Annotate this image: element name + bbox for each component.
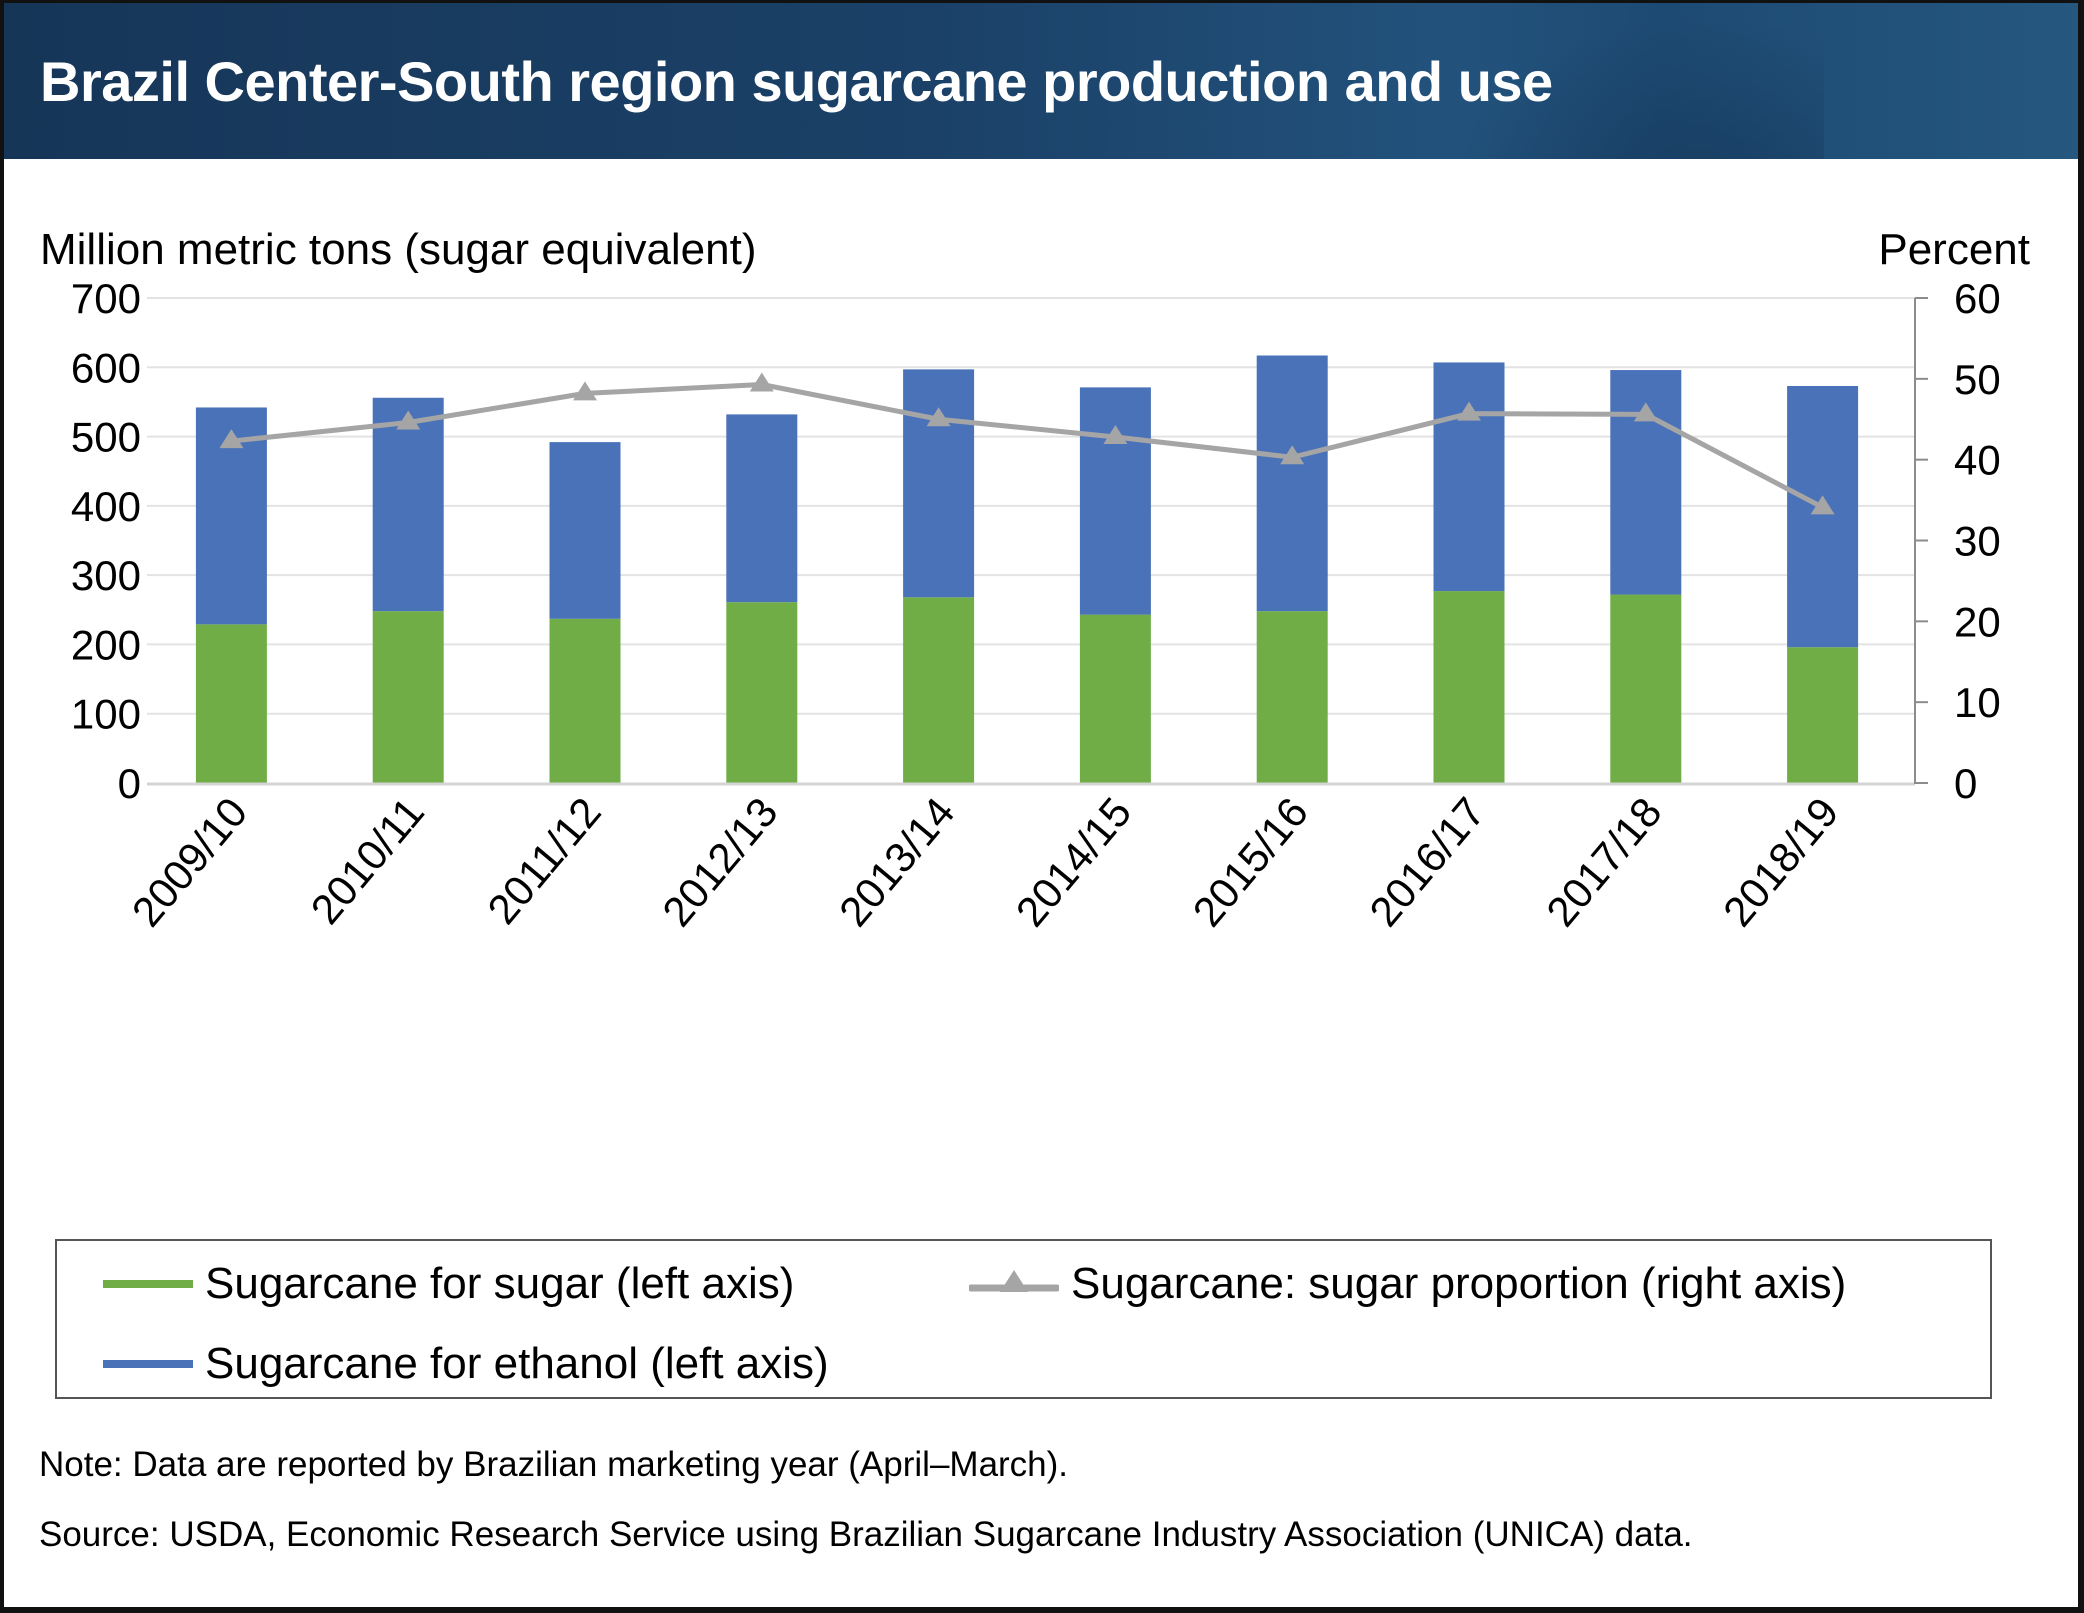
right-tick-label: 30 (1954, 518, 2001, 565)
chart-frame: Brazil Center-South region sugarcane pro… (4, 3, 2078, 1607)
chart-plot: 0 100 200 300 400 500 600 700 0 10 20 30 40 50 60 2009/… (71, 275, 2001, 935)
x-tick-label: 2012/13 (653, 789, 787, 936)
x-tick-label: 2010/11 (302, 789, 434, 933)
bar-ethanol (726, 414, 798, 603)
banner-decoration (1424, 3, 1824, 159)
x-tick-label: 2014/15 (1007, 789, 1141, 936)
legend-label-proportion: Sugarcane: sugar proportion (right axis) (1071, 1259, 1847, 1308)
legend-item-proportion: Sugarcane: sugar proportion (right axis) (969, 1259, 1846, 1309)
left-tick-label: 600 (71, 344, 141, 391)
x-tick-label: 2015/16 (1183, 789, 1317, 936)
left-tick-label: 400 (71, 483, 141, 530)
bar-sugar (372, 611, 444, 783)
axes (147, 297, 1928, 786)
legend-label-sugar: Sugarcane for sugar (left axis) (205, 1259, 795, 1308)
bar-sugar (549, 618, 621, 783)
tick-labels: 0 100 200 300 400 500 600 700 0 10 20 30 40 50 60 2009/… (71, 275, 2001, 935)
left-tick-label: 500 (71, 414, 141, 461)
left-tick-label: 700 (71, 275, 141, 322)
chart-source: Source: USDA, Economic Research Service … (39, 1515, 1693, 1554)
proportion-point (219, 429, 244, 449)
legend-label-ethanol: Sugarcane for ethanol (left axis) (205, 1339, 829, 1388)
proportion-point (573, 381, 597, 401)
proportion-point (396, 410, 421, 430)
legend-swatch-ethanol (103, 1360, 193, 1368)
x-tick-label: 2016/17 (1360, 789, 1494, 936)
bars (195, 355, 1859, 783)
left-tick-label: 300 (71, 552, 141, 599)
legend-triangle-marker-icon (969, 1270, 1059, 1292)
proportion-point (1810, 495, 1835, 515)
bar-ethanol (549, 442, 621, 619)
right-tick-label: 60 (1954, 275, 2001, 322)
bar-sugar (1256, 611, 1328, 783)
x-tick-label: 2013/14 (830, 789, 964, 936)
proportion-point (1457, 401, 1481, 421)
right-tick-label: 20 (1954, 598, 2001, 645)
left-tick-label: 0 (118, 760, 141, 807)
title-banner: Brazil Center-South region sugarcane pro… (4, 3, 2078, 159)
right-tick-label: 50 (1954, 356, 2001, 403)
right-tick-label: 10 (1954, 679, 2001, 726)
bar-sugar (726, 602, 798, 783)
bar-sugar (195, 624, 267, 783)
x-tick-label: 2009/10 (123, 789, 257, 936)
bar-ethanol (372, 397, 444, 612)
bar-sugar (1610, 594, 1682, 783)
x-tick-label: 2011/12 (478, 789, 610, 933)
bar-sugar (903, 597, 975, 783)
proportion-point (1280, 445, 1305, 465)
bar-ethanol (1787, 385, 1859, 648)
right-tick-label: 0 (1954, 760, 1977, 807)
left-axis-title: Million metric tons (sugar equivalent) (40, 225, 757, 274)
proportion-line (231, 381, 1824, 510)
right-axis-title: Percent (1878, 225, 2030, 274)
bar-sugar (1079, 614, 1151, 783)
bar-ethanol (1433, 362, 1505, 592)
chart-title: Brazil Center-South region sugarcane pro… (40, 50, 1553, 113)
legend: Sugarcane for sugar (left axis) Sugarcan… (55, 1239, 1992, 1399)
bar-sugar (1433, 591, 1505, 783)
proportion-point (749, 372, 774, 392)
bar-ethanol (1256, 355, 1328, 612)
proportion-point (1633, 402, 1658, 422)
bar-ethanol (1079, 387, 1151, 615)
chart-note: Note: Data are reported by Brazilian mar… (39, 1445, 1069, 1484)
right-tick-label: 40 (1954, 437, 2001, 484)
x-tick-label: 2017/18 (1537, 789, 1671, 936)
legend-item-ethanol: Sugarcane for ethanol (left axis) (103, 1339, 829, 1389)
left-tick-label: 100 (71, 691, 141, 738)
legend-item-sugar: Sugarcane for sugar (left axis) (103, 1259, 794, 1309)
x-tick-label: 2018/19 (1714, 789, 1848, 936)
left-tick-label: 200 (71, 621, 141, 668)
proportion-point (1103, 425, 1128, 445)
bar-sugar (1787, 647, 1859, 783)
proportion-line-series (219, 372, 1835, 515)
legend-swatch-sugar (103, 1280, 193, 1288)
bar-ethanol (903, 369, 975, 598)
proportion-point (926, 407, 951, 427)
